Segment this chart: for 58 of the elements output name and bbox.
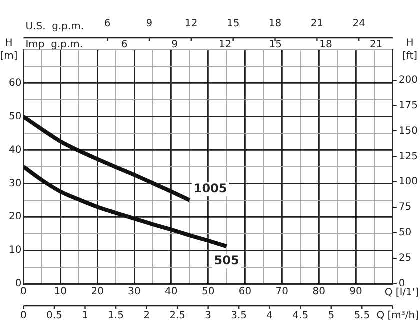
y2-tick-label: 150 bbox=[398, 126, 418, 137]
line-series bbox=[24, 165, 229, 249]
x2-axis-title: U.S. g.p.m. bbox=[26, 22, 84, 33]
series-label: 1005 bbox=[194, 182, 228, 196]
text: 5.5 bbox=[354, 310, 370, 322]
y2-axis-title: H [ft] bbox=[402, 38, 418, 62]
y2-tick-label: 200 bbox=[398, 74, 418, 86]
x-tick-label: 80 bbox=[312, 286, 326, 298]
y2-tick-label: 25 bbox=[398, 253, 412, 264]
y2-tick-label: 50 bbox=[398, 228, 412, 239]
x-tick-label: 70 bbox=[276, 286, 289, 298]
y-tick-label: 50 bbox=[8, 111, 22, 122]
x2-tick-label: 9 bbox=[146, 18, 153, 30]
x-tick-label: 60 bbox=[238, 286, 252, 298]
x2-tick-label: 24 bbox=[352, 18, 366, 30]
x-tick-label: 50 bbox=[202, 286, 215, 298]
y-tick-label: 40 bbox=[8, 144, 22, 156]
text: 4 bbox=[266, 310, 274, 322]
text: 4.5 bbox=[292, 310, 309, 322]
text: 3 bbox=[205, 310, 212, 322]
annotation: 6 bbox=[121, 40, 128, 51]
text: 1.5 bbox=[108, 310, 124, 322]
y-tick-label: 10 bbox=[8, 245, 22, 256]
y-tick-label: 60 bbox=[8, 78, 22, 90]
y2-tick-label: 100 bbox=[398, 176, 418, 188]
y-axis-title: H [m] bbox=[0, 38, 18, 62]
x-tick-label: 30 bbox=[128, 286, 141, 298]
x-tick-label: 20 bbox=[91, 286, 104, 298]
text: 2.5 bbox=[170, 310, 186, 322]
text: 2 bbox=[144, 310, 150, 322]
text: 1 bbox=[82, 310, 88, 322]
x2-tick-label: 18 bbox=[268, 18, 282, 30]
annotation: 12 bbox=[218, 40, 232, 51]
x-tick-label: 40 bbox=[165, 286, 178, 298]
annotation: 18 bbox=[320, 40, 332, 51]
annotation: 21 bbox=[370, 40, 383, 51]
x2-tick-label: 15 bbox=[226, 18, 240, 30]
series-label: 505 bbox=[214, 254, 240, 268]
x2-tick-label: 12 bbox=[185, 18, 198, 30]
x-tick-label: 10 bbox=[54, 286, 68, 298]
annotation: Imp g.p.m. bbox=[26, 40, 84, 51]
y2-tick-label: 175 bbox=[398, 100, 418, 112]
x2-tick-label: 21 bbox=[310, 18, 324, 30]
annotation: 15 bbox=[269, 40, 282, 51]
y2-tick-label: 125 bbox=[398, 151, 418, 162]
text: 5 bbox=[328, 310, 335, 322]
y-tick-label: 30 bbox=[8, 178, 22, 190]
x-axis-title: Q [l/1'] bbox=[384, 288, 420, 299]
y2-tick-label: 75 bbox=[398, 202, 412, 214]
y-tick-label: 0 bbox=[15, 278, 22, 290]
text: 3.5 bbox=[231, 310, 248, 322]
x-tick-label: 90 bbox=[350, 286, 362, 298]
annotation: 9 bbox=[172, 40, 178, 51]
x2-tick-label: 6 bbox=[104, 18, 111, 30]
text: 0.5 bbox=[46, 310, 62, 322]
y-tick-label: 20 bbox=[8, 212, 22, 223]
line-series bbox=[24, 114, 192, 202]
text: Q [m³/h] bbox=[376, 310, 420, 322]
